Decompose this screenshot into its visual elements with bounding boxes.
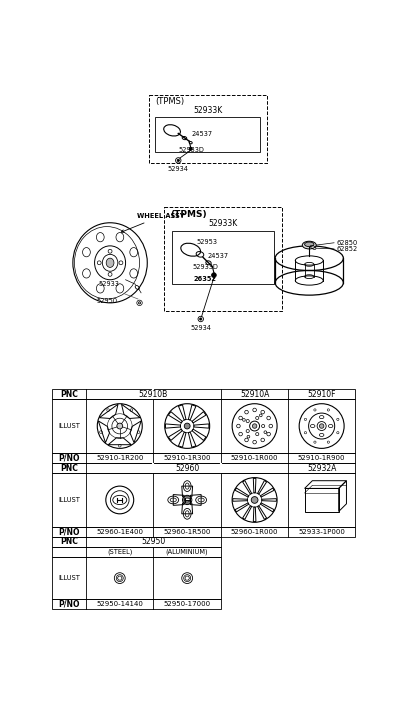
Text: PNC: PNC [60, 464, 78, 473]
Bar [52, 547, 221, 557]
Text: 52910F: 52910F [307, 390, 336, 398]
Text: 52910B: 52910B [139, 390, 168, 398]
Text: 52934: 52934 [190, 325, 211, 332]
Text: 52910-1R000: 52910-1R000 [231, 455, 278, 461]
Ellipse shape [304, 242, 314, 246]
Bar [155, 116, 260, 152]
Text: 52933-1P000: 52933-1P000 [298, 529, 345, 535]
Bar [149, 95, 267, 163]
Text: 52953: 52953 [197, 239, 218, 245]
Bar [52, 599, 221, 609]
Circle shape [320, 424, 324, 428]
Bar [52, 453, 355, 463]
Text: 24537: 24537 [191, 131, 212, 137]
Bar [52, 527, 355, 537]
Text: 62850: 62850 [336, 240, 358, 246]
Text: 52933D: 52933D [178, 147, 204, 153]
Bar [52, 557, 221, 599]
Text: 26352: 26352 [193, 276, 216, 282]
Text: (TPMS): (TPMS) [155, 97, 184, 106]
Text: 52934: 52934 [168, 166, 189, 172]
Text: ILLUST: ILLUST [58, 423, 80, 429]
Text: WHEEL ASSY: WHEEL ASSY [121, 213, 185, 233]
Circle shape [177, 159, 179, 161]
Circle shape [117, 423, 123, 429]
Circle shape [200, 318, 202, 320]
Text: (ALUMINIUM): (ALUMINIUM) [166, 549, 208, 555]
Text: 52960-1R500: 52960-1R500 [164, 529, 211, 535]
Circle shape [189, 148, 192, 150]
Text: P/NO: P/NO [58, 600, 80, 608]
Text: ILLUST: ILLUST [58, 575, 80, 581]
Ellipse shape [302, 241, 316, 249]
Text: 52933: 52933 [98, 281, 119, 287]
Text: 52960-1R000: 52960-1R000 [231, 529, 278, 535]
Circle shape [252, 424, 257, 428]
Circle shape [212, 273, 216, 278]
Text: 52910-1R200: 52910-1R200 [96, 455, 143, 461]
Bar [52, 537, 221, 547]
Text: 62852: 62852 [336, 246, 358, 252]
Text: 52960-1E400: 52960-1E400 [96, 529, 143, 535]
Bar [52, 463, 355, 473]
Circle shape [184, 423, 190, 429]
Text: P/NO: P/NO [58, 527, 80, 537]
Text: (TPMS): (TPMS) [171, 210, 207, 219]
Text: 52933D: 52933D [192, 264, 218, 270]
Bar [52, 399, 355, 453]
Text: 52950-14140: 52950-14140 [96, 601, 143, 607]
Text: 52950: 52950 [141, 537, 166, 547]
Text: 52950: 52950 [97, 298, 118, 305]
Text: 52933K: 52933K [208, 219, 238, 228]
Text: PNC: PNC [60, 390, 78, 398]
Text: PNC: PNC [60, 537, 78, 547]
Bar [164, 206, 282, 310]
Text: 52910-1R300: 52910-1R300 [164, 455, 211, 461]
Text: 52933K: 52933K [193, 106, 222, 115]
Text: 24537: 24537 [208, 253, 229, 259]
Text: 52950-17000: 52950-17000 [164, 601, 211, 607]
Text: 52910-1R900: 52910-1R900 [298, 455, 345, 461]
Bar [304, 489, 339, 512]
Bar [52, 389, 355, 399]
Text: ILLUST: ILLUST [58, 497, 80, 503]
Text: (STEEL): (STEEL) [107, 549, 133, 555]
Circle shape [139, 302, 141, 304]
Text: 52960: 52960 [175, 464, 199, 473]
Circle shape [251, 497, 258, 503]
Bar [172, 231, 274, 284]
Text: 52910A: 52910A [240, 390, 269, 398]
Text: P/NO: P/NO [58, 454, 80, 462]
Text: 52932A: 52932A [307, 464, 336, 473]
Bar [52, 473, 355, 527]
Ellipse shape [106, 258, 114, 268]
